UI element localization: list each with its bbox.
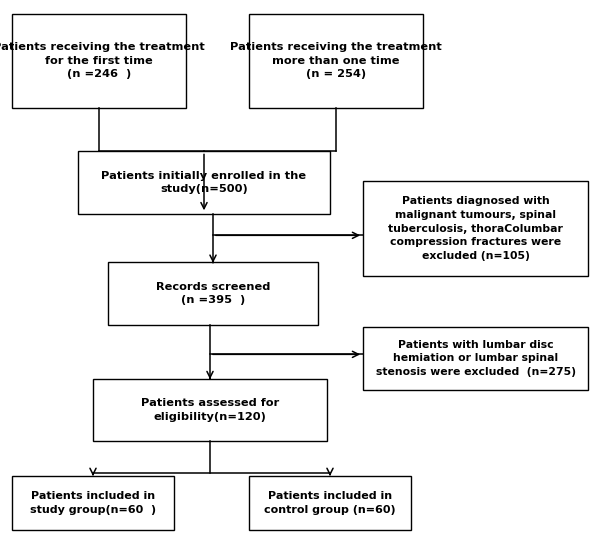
Text: Patients assessed for
eligibility(n=120): Patients assessed for eligibility(n=120) (141, 398, 279, 421)
FancyBboxPatch shape (363, 181, 588, 276)
Text: Patients with lumbar disc
hemiation or lumbar spinal
stenosis were excluded  (n=: Patients with lumbar disc hemiation or l… (376, 340, 575, 377)
Text: Patients receiving the treatment
for the first time
(n =246  ): Patients receiving the treatment for the… (0, 42, 205, 80)
FancyBboxPatch shape (249, 476, 411, 530)
Text: Patients initially enrolled in the
study(n=500): Patients initially enrolled in the study… (101, 171, 307, 194)
Text: Records screened
(n =395  ): Records screened (n =395 ) (156, 282, 270, 305)
Text: Patients included in
study group(n=60  ): Patients included in study group(n=60 ) (30, 491, 156, 515)
FancyBboxPatch shape (249, 14, 423, 108)
FancyBboxPatch shape (363, 327, 588, 390)
FancyBboxPatch shape (108, 262, 318, 325)
Text: Patients diagnosed with
malignant tumours, spinal
tuberculosis, thoraColumbar
co: Patients diagnosed with malignant tumour… (388, 196, 563, 261)
Text: Patients receiving the treatment
more than one time
(n = 254): Patients receiving the treatment more th… (230, 42, 442, 80)
FancyBboxPatch shape (78, 151, 330, 214)
Text: Patients included in
control group (n=60): Patients included in control group (n=60… (264, 491, 396, 515)
FancyBboxPatch shape (12, 14, 186, 108)
FancyBboxPatch shape (93, 379, 327, 441)
FancyBboxPatch shape (12, 476, 174, 530)
